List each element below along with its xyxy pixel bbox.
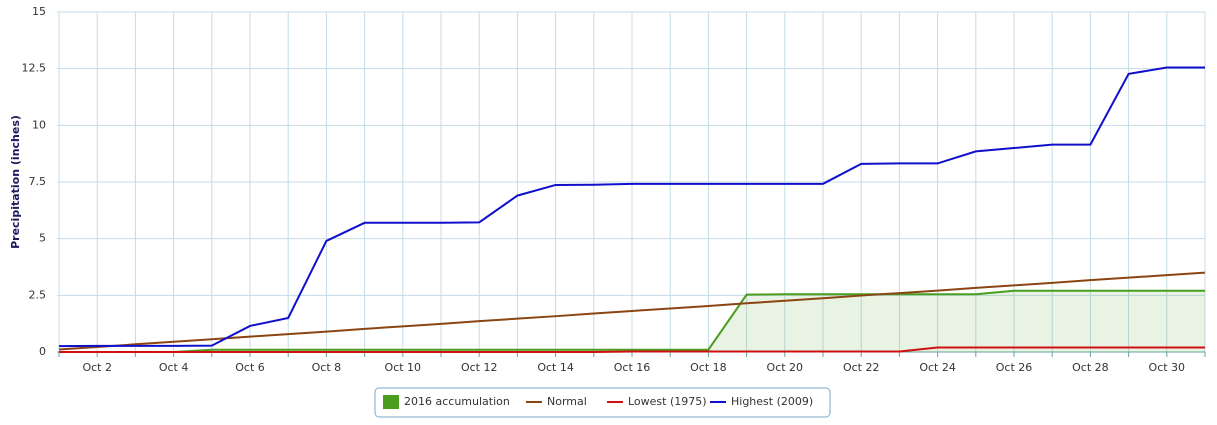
x-tick-label: Oct 16 [614, 361, 651, 374]
y-tick-label: 5 [39, 232, 46, 245]
legend-swatch [383, 395, 399, 409]
series-line [173, 289, 1205, 353]
legend-label: Highest (2009) [731, 395, 813, 408]
y-tick-label: 0 [39, 345, 46, 358]
y-tick-label: 10 [32, 118, 46, 131]
x-tick-label: Oct 8 [312, 361, 342, 374]
x-tick-label: Oct 6 [235, 361, 265, 374]
y-tick-label: 12.5 [22, 62, 47, 75]
x-tick-label: Oct 12 [461, 361, 498, 374]
x-tick-label: Oct 22 [843, 361, 880, 374]
x-tick-label: Oct 14 [537, 361, 574, 374]
y-tick-label: 2.5 [29, 288, 47, 301]
x-tick-label: Oct 4 [159, 361, 189, 374]
x-tick-label: Oct 2 [82, 361, 112, 374]
y-tick-label: 7.5 [29, 175, 47, 188]
x-tick-label: Oct 26 [996, 361, 1033, 374]
series-line [58, 271, 1206, 351]
series-line [58, 66, 1205, 348]
legend-label: Normal [547, 395, 587, 408]
area [173, 290, 1206, 352]
x-tick-label: Oct 30 [1149, 361, 1186, 374]
y-axis-label: Precipitation (inches) [9, 115, 22, 249]
legend-label: 2016 accumulation [404, 395, 510, 408]
x-tick-label: Oct 24 [919, 361, 956, 374]
x-tick-label: Oct 20 [767, 361, 804, 374]
x-tick-label: Oct 18 [690, 361, 727, 374]
x-tick-label: Oct 10 [385, 361, 422, 374]
y-tick-label: 15 [32, 5, 46, 18]
x-tick-label: Oct 28 [1072, 361, 1109, 374]
series-line [59, 346, 1205, 353]
legend [374, 387, 831, 418]
legend-label: Lowest (1975) [628, 395, 707, 408]
